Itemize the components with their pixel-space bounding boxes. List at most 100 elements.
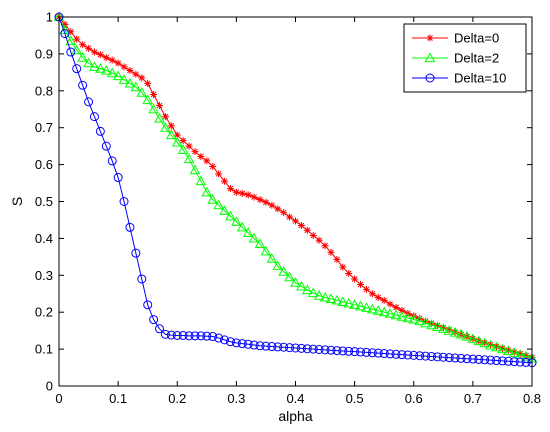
y-tick-label: 0.9 — [35, 46, 53, 61]
y-tick-label: 0.2 — [35, 305, 53, 320]
data-point — [421, 351, 431, 361]
data-point — [391, 349, 401, 359]
legend-item: Delta=10 — [412, 71, 506, 86]
data-point — [384, 308, 396, 318]
data-point — [426, 351, 436, 361]
y-tick-label: 0.4 — [35, 231, 53, 246]
data-point — [350, 347, 360, 357]
data-point — [148, 103, 159, 114]
data-point — [493, 343, 501, 351]
data-point — [171, 136, 183, 147]
data-point — [321, 242, 329, 250]
data-point — [296, 280, 307, 291]
series-3 — [54, 12, 537, 368]
x-tick-label: 0.7 — [464, 391, 482, 406]
legend: Delta=0 Delta=2 Delta=10 — [403, 23, 527, 93]
data-point — [504, 346, 512, 354]
data-point — [236, 221, 248, 232]
data-point — [219, 205, 230, 215]
data-point — [77, 52, 88, 62]
data-point — [273, 342, 283, 352]
data-point — [462, 354, 472, 364]
data-point — [433, 321, 441, 329]
data-point — [285, 343, 295, 353]
data-point — [73, 35, 81, 43]
data-point — [521, 357, 531, 367]
data-point — [398, 306, 406, 314]
data-point — [308, 344, 318, 354]
data-point — [520, 350, 532, 361]
data-point — [408, 314, 420, 324]
data-point — [95, 63, 106, 73]
data-point — [378, 306, 390, 317]
data-point — [102, 54, 110, 62]
data-point — [201, 186, 213, 197]
legend-item: Delta=2 — [412, 51, 499, 66]
y-axis-label: S — [9, 197, 25, 206]
data-point — [367, 348, 377, 358]
data-point — [396, 311, 408, 321]
x-tick-label: 0.4 — [286, 391, 304, 406]
data-point — [290, 277, 301, 287]
data-point — [114, 59, 122, 67]
legend-label: Delta=2 — [454, 51, 499, 66]
data-point — [292, 217, 299, 225]
data-point — [89, 112, 99, 122]
data-point — [261, 341, 271, 351]
y-tick-label: 0 — [46, 379, 53, 394]
data-point — [167, 122, 175, 130]
data-point — [426, 319, 437, 330]
x-tick-label: 0.5 — [346, 391, 364, 406]
data-point — [244, 191, 252, 199]
data-point — [372, 305, 384, 315]
data-point — [380, 296, 388, 304]
data-point — [78, 80, 88, 90]
data-point — [272, 260, 284, 271]
data-point — [143, 300, 153, 310]
data-point — [344, 346, 354, 356]
data-point — [214, 333, 224, 343]
data-point — [301, 284, 313, 295]
data-point — [356, 347, 366, 357]
data-point — [278, 266, 290, 276]
data-point — [422, 317, 430, 325]
data-point — [213, 199, 224, 210]
data-point — [415, 351, 425, 361]
data-point — [443, 325, 455, 335]
data-point — [515, 357, 525, 367]
data-point — [437, 323, 449, 333]
data-point — [61, 20, 69, 28]
data-point — [256, 196, 264, 204]
data-point — [315, 236, 323, 244]
data-point — [161, 113, 169, 121]
data-point — [503, 345, 514, 356]
data-point — [386, 300, 394, 308]
data-point — [207, 194, 219, 204]
data-point — [209, 162, 217, 170]
data-point — [142, 94, 154, 105]
data-point — [208, 332, 218, 342]
data-point — [327, 248, 335, 256]
legend-label: Delta=0 — [454, 31, 499, 46]
data-point — [432, 352, 442, 362]
data-point — [314, 344, 324, 354]
data-point — [414, 315, 426, 326]
data-point — [242, 227, 254, 237]
data-point — [474, 354, 484, 364]
data-point — [155, 324, 165, 334]
data-point — [120, 63, 128, 71]
data-point — [302, 344, 312, 354]
data-point — [303, 226, 311, 234]
data-point — [450, 353, 460, 363]
data-point — [190, 331, 200, 341]
data-point — [196, 331, 206, 341]
data-point — [131, 248, 141, 258]
data-point — [215, 170, 223, 178]
data-point — [79, 41, 87, 49]
data-point — [160, 122, 171, 132]
data-point — [444, 353, 454, 363]
data-point — [221, 177, 229, 185]
data-point — [179, 137, 187, 145]
data-point — [112, 70, 124, 81]
data-point — [225, 337, 235, 347]
